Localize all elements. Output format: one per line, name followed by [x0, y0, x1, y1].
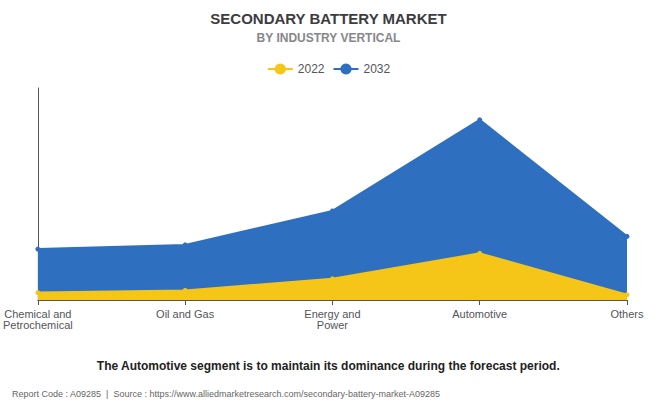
svg-text:Power: Power: [317, 319, 349, 331]
svg-text:Chemical and: Chemical and: [4, 307, 72, 320]
svg-text:SECONDARY BATTERY MARKET: SECONDARY BATTERY MARKET: [210, 10, 446, 27]
svg-text:Others: Others: [610, 308, 644, 320]
svg-text:BY INDUSTRY VERTICAL: BY INDUSTRY VERTICAL: [257, 31, 401, 45]
svg-text:The Automotive segment is to m: The Automotive segment is to maintain it…: [97, 359, 560, 373]
svg-text:Automotive: Automotive: [452, 308, 507, 320]
svg-text:2022: 2022: [298, 62, 325, 76]
svg-text:Energy and: Energy and: [304, 307, 361, 320]
svg-text:Report Code : A09285 | Sourc: Report Code : A09285 | Source : https://…: [12, 389, 440, 399]
svg-text:2032: 2032: [364, 62, 391, 76]
svg-text:Petrochemical: Petrochemical: [3, 319, 73, 331]
svg-text:Oil and Gas: Oil and Gas: [156, 308, 215, 320]
